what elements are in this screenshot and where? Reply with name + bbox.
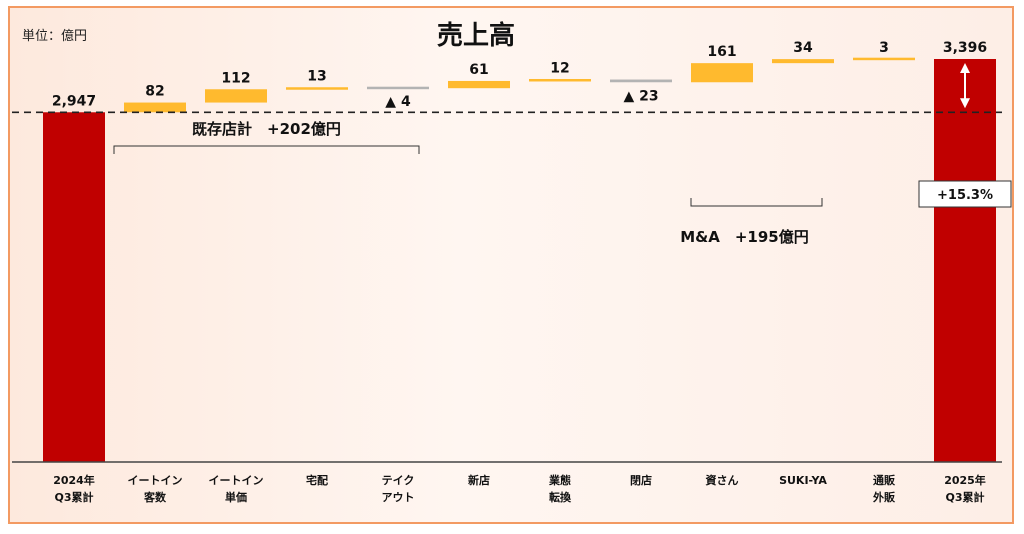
bar-1 xyxy=(43,112,105,462)
bracket-m-and-a xyxy=(690,198,823,207)
tick-label-2-1: イートイン xyxy=(128,474,183,487)
bar-4 xyxy=(286,87,348,90)
tick-label-7-1: 業態 xyxy=(548,473,571,487)
growth-arrow-head-up xyxy=(960,63,970,73)
plot-area: 2,947 82 112 13 ▲ 4 61 12 ▲ 23 161 34 3 3,396 2024年 Q… xyxy=(12,40,1012,504)
tick-label-3-1: イートイン xyxy=(209,474,264,487)
group-label-m-and-a: M&A +195億円 xyxy=(680,228,809,246)
bar-12 xyxy=(934,59,996,462)
tick-label-4-1: 宅配 xyxy=(306,473,328,487)
growth-arrow-head-down xyxy=(960,98,970,109)
bar-5 xyxy=(367,86,429,90)
tick-label-11-1: 通販 xyxy=(873,473,896,487)
growth-label: +15.3% xyxy=(937,188,993,203)
value-label-2: 82 xyxy=(145,84,164,100)
value-label-12: 3,396 xyxy=(943,40,987,56)
value-label-7: 12 xyxy=(550,61,569,77)
tick-label-12-2: Q3累計 xyxy=(945,490,984,504)
bracket-existing-stores xyxy=(113,145,420,154)
tick-label-11-2: 外販 xyxy=(872,490,896,504)
tick-label-9-1: 資さん xyxy=(706,473,739,487)
value-label-6: 61 xyxy=(469,62,488,78)
tick-label-5-1: テイク xyxy=(382,474,415,487)
group-label-existing-stores: 既存店計 +202億円 xyxy=(192,120,341,138)
chart-title: 売上高 xyxy=(437,20,515,51)
value-label-5: ▲ 4 xyxy=(385,94,411,110)
bar-10 xyxy=(772,59,834,64)
bar-7 xyxy=(529,78,591,82)
bar-9 xyxy=(691,63,753,83)
unit-label: 単位：億円 xyxy=(22,28,87,44)
tick-label-1-2: Q3累計 xyxy=(54,490,93,504)
value-label-11: 3 xyxy=(879,40,889,56)
tick-label-5-2: アウト xyxy=(382,491,415,504)
value-label-4: 13 xyxy=(307,69,326,85)
tick-label-2-2: 客数 xyxy=(143,490,167,504)
tick-label-7-2: 転換 xyxy=(549,490,572,504)
tick-label-10-1: SUKI-YA xyxy=(779,474,827,487)
bar-8 xyxy=(610,79,672,83)
value-label-9: 161 xyxy=(707,44,736,60)
value-label-1: 2,947 xyxy=(52,93,96,109)
bar-3 xyxy=(205,89,267,103)
chart-frame xyxy=(8,6,1014,524)
tick-label-8-1: 閉店 xyxy=(630,473,652,487)
tick-label-1-1: 2024年 xyxy=(53,473,95,487)
bar-6 xyxy=(448,80,510,89)
value-label-3: 112 xyxy=(221,70,250,86)
growth-badge xyxy=(918,180,1012,208)
bar-2 xyxy=(124,102,186,113)
tick-label-12-1: 2025年 xyxy=(944,473,986,487)
value-label-8: ▲ 23 xyxy=(623,88,658,104)
bar-11 xyxy=(853,57,915,61)
value-label-10: 34 xyxy=(793,40,813,56)
tick-label-3-2: 単価 xyxy=(225,490,247,504)
tick-label-6-1: 新店 xyxy=(468,473,490,487)
